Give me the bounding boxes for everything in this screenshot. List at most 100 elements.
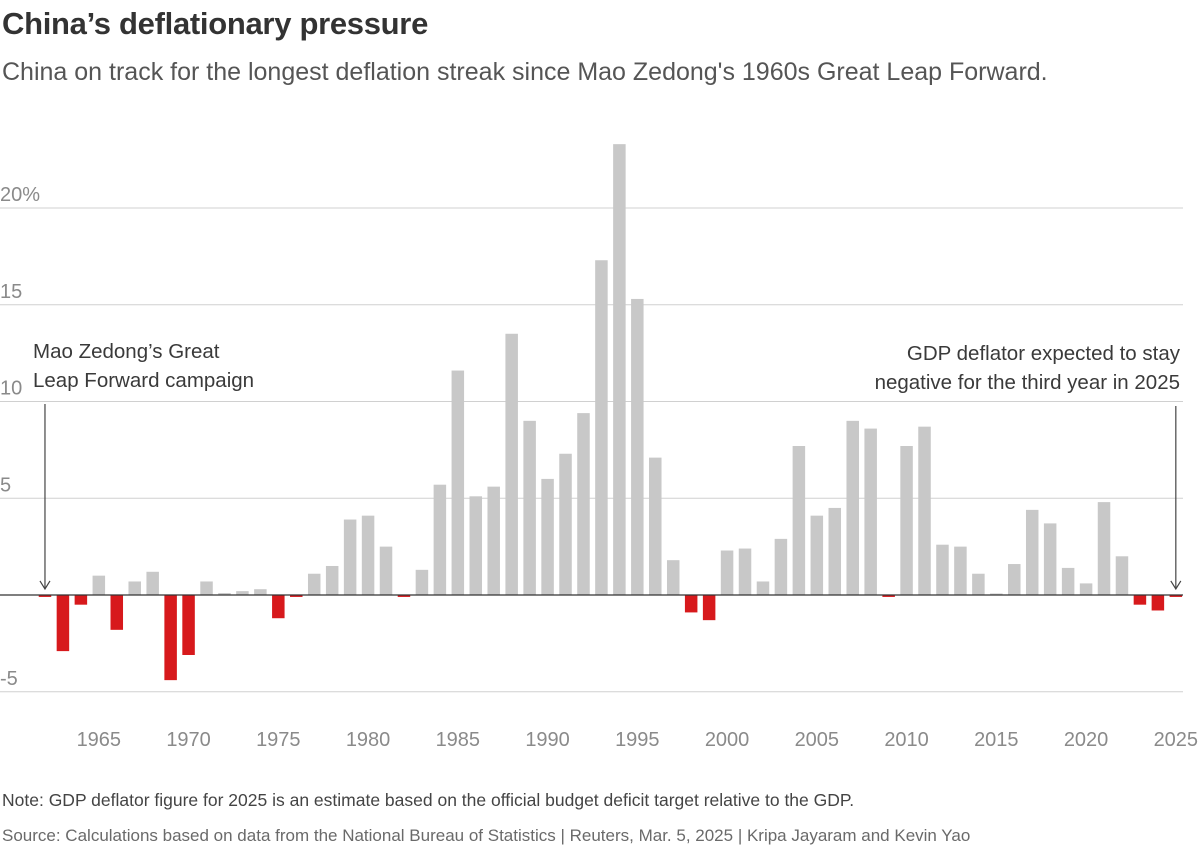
x-tick-label: 1990 bbox=[525, 729, 570, 751]
chart-subtitle: China on track for the longest deflation… bbox=[2, 58, 1048, 86]
y-tick-label: 10 bbox=[0, 378, 22, 400]
bar-2013 bbox=[954, 546, 967, 596]
bar-1979 bbox=[343, 519, 357, 595]
y-axis-labels: 20% 15 10 5 -5 bbox=[0, 184, 40, 690]
bar-2002 bbox=[756, 581, 770, 595]
bar-1990 bbox=[541, 478, 554, 595]
bar-2025 bbox=[1169, 595, 1183, 597]
annotations: Mao Zedong’s Great Leap Forward campaign G… bbox=[33, 340, 1182, 591]
x-tick-label: 1975 bbox=[256, 729, 301, 751]
chart-note: Note: GDP deflator figure for 2025 is an… bbox=[2, 790, 855, 810]
x-tick-label: 1995 bbox=[615, 729, 660, 751]
y-tick-label: 20% bbox=[0, 184, 40, 206]
bars bbox=[38, 144, 1183, 681]
bar-1966 bbox=[110, 595, 124, 630]
bar-2019 bbox=[1061, 567, 1075, 595]
bar-1971 bbox=[200, 581, 213, 595]
bar-2011 bbox=[918, 426, 931, 595]
bar-2023 bbox=[1133, 595, 1147, 605]
bar-2015 bbox=[990, 593, 1003, 595]
deflator-bar-chart: 20% 15 10 5 -5 1965 1970 1975 1980 1985 1990 1995 2… bbox=[0, 144, 1199, 751]
y-tick-label: -5 bbox=[0, 668, 18, 690]
bar-2021 bbox=[1097, 502, 1111, 595]
bar-1980 bbox=[361, 515, 375, 595]
x-tick-label: 2015 bbox=[974, 729, 1019, 751]
bar-1976 bbox=[290, 595, 303, 597]
bar-2016 bbox=[1008, 564, 1021, 595]
bar-1996 bbox=[649, 457, 662, 595]
bar-1988 bbox=[505, 333, 518, 595]
bar-1986 bbox=[469, 496, 483, 595]
bar-2010 bbox=[900, 446, 913, 595]
gridlines bbox=[0, 207, 1183, 693]
chart-title: China’s deflationary pressure bbox=[2, 6, 429, 41]
annotation-text: Mao Zedong’s Great bbox=[33, 340, 220, 363]
y-tick-label: 5 bbox=[0, 474, 11, 496]
bar-1965 bbox=[92, 575, 106, 595]
bar-1972 bbox=[218, 593, 231, 596]
bar-1989 bbox=[523, 420, 536, 595]
bar-1973 bbox=[236, 591, 249, 595]
x-axis-labels: 1965 1970 1975 1980 1985 1990 1995 2000 2005 2010… bbox=[77, 729, 1199, 751]
annotation-text: negative for the third year in 2025 bbox=[875, 371, 1180, 394]
bar-1975 bbox=[272, 595, 285, 619]
bar-2009 bbox=[882, 595, 895, 597]
bar-1985 bbox=[451, 370, 465, 595]
bar-2004 bbox=[792, 446, 806, 595]
x-tick-label: 1970 bbox=[166, 729, 211, 751]
bar-2020 bbox=[1079, 583, 1093, 595]
x-tick-label: 2020 bbox=[1064, 729, 1109, 751]
bar-1967 bbox=[128, 581, 141, 595]
bar-2017 bbox=[1025, 509, 1039, 595]
bar-1993 bbox=[595, 260, 608, 595]
y-tick-label: 15 bbox=[0, 281, 22, 303]
bar-1969 bbox=[164, 595, 177, 681]
annotation-text: Leap Forward campaign bbox=[33, 369, 254, 392]
bar-1978 bbox=[325, 565, 339, 596]
bar-2008 bbox=[864, 428, 877, 595]
bar-2018 bbox=[1043, 523, 1057, 595]
bar-2001 bbox=[738, 548, 752, 595]
bar-1992 bbox=[577, 413, 590, 595]
bar-1999 bbox=[702, 595, 716, 621]
bar-1982 bbox=[397, 595, 411, 597]
bar-1983 bbox=[415, 569, 429, 596]
x-tick-label: 2000 bbox=[705, 729, 750, 751]
x-tick-label: 2010 bbox=[884, 729, 929, 751]
bar-1974 bbox=[254, 589, 267, 596]
bar-1998 bbox=[684, 595, 698, 613]
bar-1997 bbox=[666, 560, 680, 595]
annotation-text: GDP deflator expected to stay bbox=[907, 342, 1181, 365]
x-tick-label: 1980 bbox=[346, 729, 391, 751]
x-tick-label: 2005 bbox=[795, 729, 840, 751]
bar-1963 bbox=[56, 595, 70, 652]
bar-2014 bbox=[972, 573, 985, 596]
bar-1994 bbox=[613, 144, 626, 595]
bar-1984 bbox=[433, 484, 447, 595]
annotation-2: GDP deflator expected to stay negative fo… bbox=[875, 342, 1182, 591]
bar-1970 bbox=[182, 595, 195, 655]
arrow-head-icon bbox=[39, 580, 51, 591]
chart-source: Source: Calculations based on data from … bbox=[2, 826, 971, 845]
bar-1977 bbox=[307, 573, 321, 596]
bar-2007 bbox=[846, 420, 859, 595]
x-tick-label: 1965 bbox=[77, 729, 122, 751]
bar-2005 bbox=[810, 515, 824, 595]
bar-1995 bbox=[631, 298, 644, 595]
annotation-1: Mao Zedong’s Great Leap Forward campaign bbox=[33, 340, 254, 591]
x-tick-label: 1985 bbox=[436, 729, 481, 751]
bar-2003 bbox=[774, 538, 788, 595]
bar-2000 bbox=[720, 550, 734, 596]
bar-2022 bbox=[1115, 556, 1129, 595]
bar-1991 bbox=[559, 453, 572, 595]
arrow-head-icon bbox=[1170, 580, 1182, 591]
bar-1964 bbox=[74, 595, 88, 605]
bar-1962 bbox=[38, 595, 52, 597]
bar-2006 bbox=[828, 507, 842, 596]
bar-2024 bbox=[1151, 595, 1165, 611]
x-tick-label: 2025 bbox=[1154, 729, 1199, 751]
bar-2012 bbox=[936, 544, 949, 595]
bar-1981 bbox=[379, 546, 393, 596]
bar-1968 bbox=[146, 571, 159, 595]
bar-1987 bbox=[487, 486, 500, 595]
